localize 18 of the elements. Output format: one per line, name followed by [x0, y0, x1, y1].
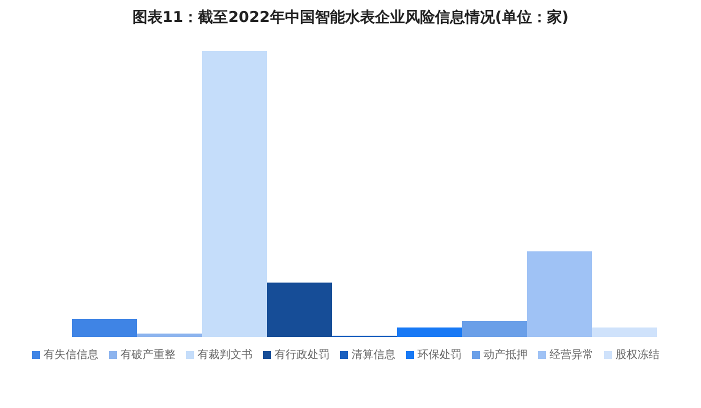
bar	[592, 328, 657, 337]
bar	[137, 334, 202, 337]
bar	[527, 251, 592, 337]
bar	[202, 51, 267, 337]
legend-label: 动产抵押	[484, 348, 528, 361]
legend-label: 环保处罚	[418, 348, 462, 361]
chart-title: 图表11：截至2022年中国智能水表企业风险信息情况(单位：家)	[131, 8, 570, 27]
legend-label: 有失信信息	[44, 348, 98, 361]
legend-label: 有行政处罚	[274, 348, 330, 361]
legend-label: 清算信息	[352, 348, 396, 361]
bar	[462, 320, 527, 337]
bar	[72, 318, 137, 337]
legend-label: 有裁判文书	[198, 348, 252, 361]
bar	[267, 282, 332, 337]
legend-label: 经营异常	[550, 348, 594, 361]
legend-label: 股权冻结	[616, 348, 660, 361]
bar	[397, 328, 462, 337]
legend-label: 有破产重整	[120, 348, 176, 361]
